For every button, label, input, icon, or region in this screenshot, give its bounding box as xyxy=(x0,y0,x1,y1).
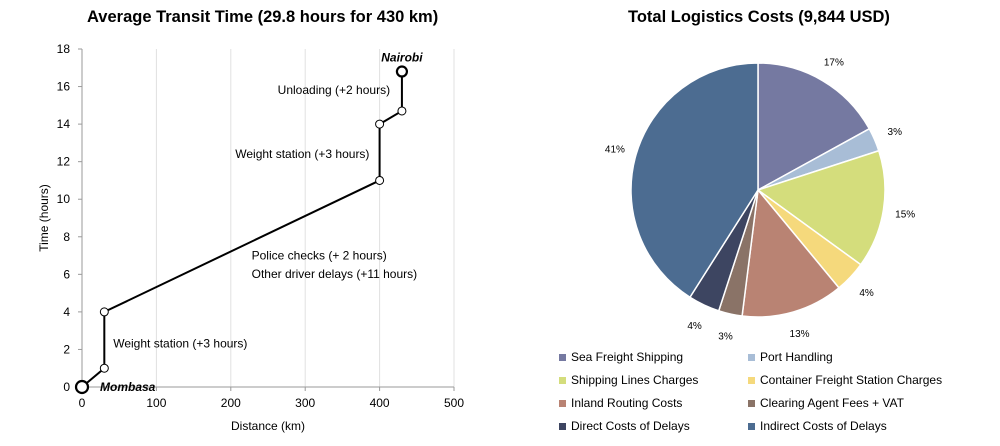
x-tick-label: 300 xyxy=(295,396,315,410)
x-tick-label: 400 xyxy=(370,396,390,410)
x-tick-label: 200 xyxy=(221,396,241,410)
annotation-text: Police checks (+ 2 hours) xyxy=(252,248,387,262)
annotation-text: Weight station (+3 hours) xyxy=(235,147,369,161)
pie-slice-label: 13% xyxy=(790,329,810,340)
legend-label: Shipping Lines Charges xyxy=(571,373,698,387)
pie-slice-5 xyxy=(741,188,841,318)
y-tick-label: 16 xyxy=(57,80,71,94)
annotation-text: Other driver delays (+11 hours) xyxy=(252,267,418,281)
legend-swatch xyxy=(748,400,755,407)
x-tick-label: 100 xyxy=(146,396,166,410)
legend-label: Direct Costs of Delays xyxy=(571,419,690,433)
legend-swatch xyxy=(559,400,566,407)
legend-swatch xyxy=(559,423,566,430)
legend-label: Container Freight Station Charges xyxy=(760,373,942,387)
y-tick-label: 6 xyxy=(63,267,70,281)
logistics-costs-panel: Total Logistics Costs (9,844 USD) 17% 3% 1… xyxy=(515,0,1000,446)
logistics-costs-title: Total Logistics Costs (9,844 USD) xyxy=(628,8,890,26)
legend-swatch xyxy=(748,377,755,384)
y-tick-label: 14 xyxy=(57,117,71,131)
logistics-costs-chart: 17% 3% 15% 4% 13% 3% 4% 41% Sea Freight Shipping… xyxy=(559,58,942,433)
data-point xyxy=(375,175,385,185)
y-tick-label: 12 xyxy=(57,155,71,169)
x-axis-title: Distance (km) xyxy=(231,419,305,433)
transit-time-chart: 0 2 4 6 8 10 12 14 16 18 0 100 200 300 400 500 Distance … xyxy=(37,42,464,433)
legend-label: Sea Freight Shipping xyxy=(571,350,683,364)
pie-slice-label: 17% xyxy=(824,58,844,69)
y-axis-title: Time (hours) xyxy=(37,184,51,252)
pie-slice-8 xyxy=(630,62,759,299)
data-point xyxy=(99,363,109,373)
pie-slice-label: 3% xyxy=(718,331,733,342)
legend-swatch xyxy=(748,423,755,430)
y-tick-label: 18 xyxy=(57,42,71,56)
mombasa-label: Mombasa xyxy=(100,380,156,394)
y-tick-label: 10 xyxy=(57,192,71,206)
nairobi-label: Nairobi xyxy=(381,51,423,65)
x-tick-label: 0 xyxy=(79,396,86,410)
transit-time-title: Average Transit Time (29.8 hours for 430… xyxy=(87,8,439,26)
data-point xyxy=(397,106,407,116)
y-tick-label: 8 xyxy=(63,230,70,244)
pie-slice-label: 4% xyxy=(687,321,702,332)
pie-slice-1 xyxy=(757,62,871,192)
pie-slice-label: 4% xyxy=(859,288,874,299)
data-point xyxy=(395,65,409,78)
pie-slice-label: 15% xyxy=(895,209,915,220)
transit-time-panel: Average Transit Time (29.8 hours for 430… xyxy=(0,0,480,446)
annotation-text: Weight station (+3 hours) xyxy=(113,337,247,351)
x-tick-label: 500 xyxy=(444,396,464,410)
pie-slice-label: 3% xyxy=(888,127,903,138)
data-point xyxy=(74,379,90,395)
legend-label: Indirect Costs of Delays xyxy=(760,419,887,433)
legend-swatch xyxy=(748,354,755,361)
y-tick-label: 2 xyxy=(63,342,70,356)
legend-swatch xyxy=(559,354,566,361)
y-tick-label: 0 xyxy=(63,380,70,394)
pie-slice-label: 41% xyxy=(605,144,625,155)
data-point xyxy=(99,307,109,317)
y-tick-label: 4 xyxy=(63,305,70,319)
legend-label: Clearing Agent Fees + VAT xyxy=(760,396,905,410)
pie-slice-3 xyxy=(756,149,886,266)
data-point xyxy=(375,119,385,129)
annotation-text: Unloading (+2 hours) xyxy=(278,83,390,97)
legend-label: Port Handling xyxy=(760,350,833,364)
legend-swatch xyxy=(559,377,566,384)
legend-label: Inland Routing Costs xyxy=(571,396,682,410)
